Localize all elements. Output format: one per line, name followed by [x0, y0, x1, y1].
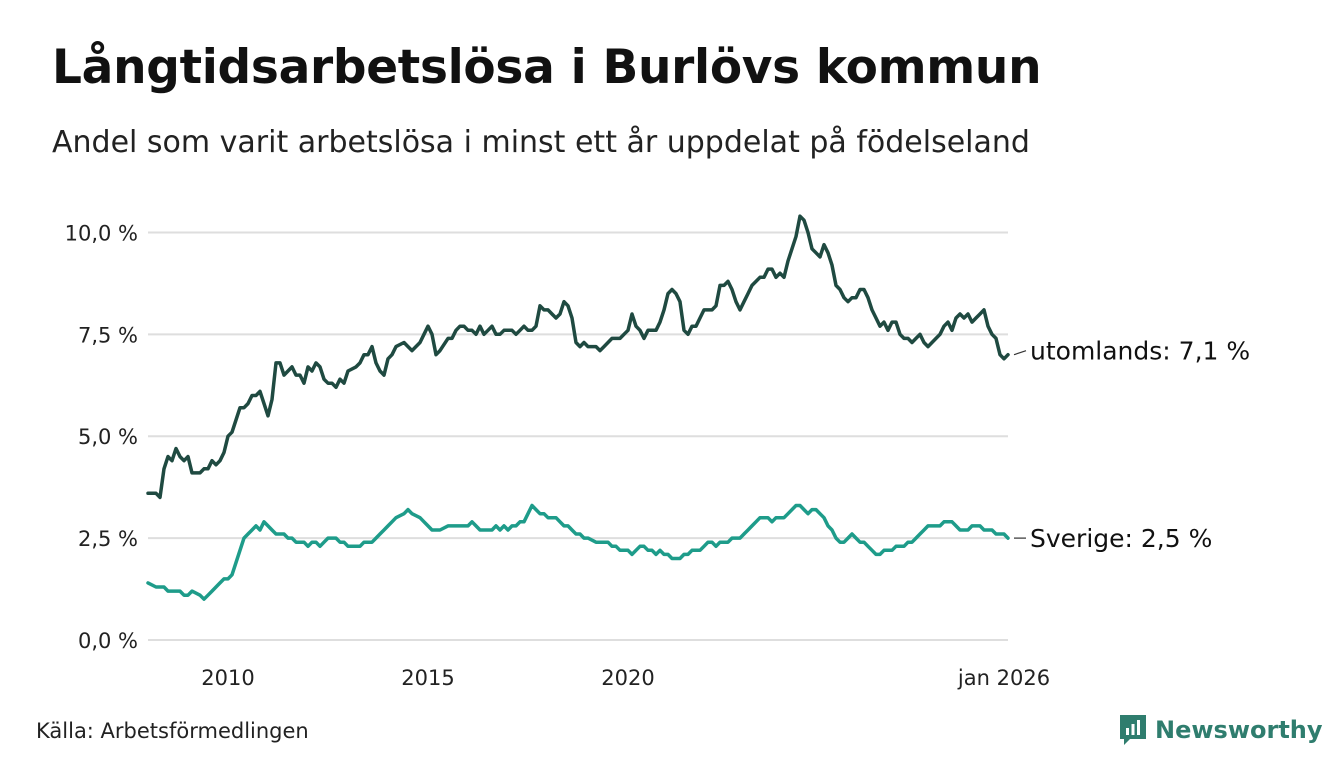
series-line-sverige	[146, 503, 1010, 601]
series-lines	[146, 214, 1010, 601]
series-line-utomlands	[146, 214, 1010, 500]
brand-name: Newsworthy	[1155, 716, 1323, 744]
x-tick-label: 2020	[601, 666, 654, 690]
series-label-utomlands: utomlands: 7,1 %	[1030, 337, 1250, 366]
newsworthy-logo-icon	[1120, 715, 1146, 745]
y-tick-label: 2,5 %	[78, 527, 138, 551]
x-tick-label: 2010	[201, 666, 254, 690]
chart-subtitle: Andel som varit arbetslösa i minst ett å…	[52, 125, 1030, 160]
series-label-sverige: Sverige: 2,5 %	[1030, 524, 1212, 553]
chart-title: Långtidsarbetslösa i Burlövs kommun	[52, 40, 1042, 95]
x-tick-label: jan 2026	[957, 666, 1050, 690]
source-note: Källa: Arbetsförmedlingen	[36, 719, 309, 743]
series-end-labels: utomlands: 7,1 % Sverige: 2,5 %	[1013, 337, 1250, 553]
y-tick-label: 5,0 %	[78, 425, 138, 449]
x-tick-label: 2015	[401, 666, 454, 690]
y-tick-label: 7,5 %	[78, 323, 138, 347]
y-tick-label: 10,0 %	[65, 221, 138, 245]
y-tick-label: 0,0 %	[78, 629, 138, 653]
x-axis-ticks: 2010 2015 2020 jan 2026	[201, 666, 1050, 690]
label-connector	[1013, 350, 1027, 356]
y-axis-ticks: 0,0 % 2,5 % 5,0 % 7,5 % 10,0 %	[65, 221, 138, 653]
brand-logo: Newsworthy	[1118, 713, 1323, 747]
gridlines	[148, 231, 1008, 641]
